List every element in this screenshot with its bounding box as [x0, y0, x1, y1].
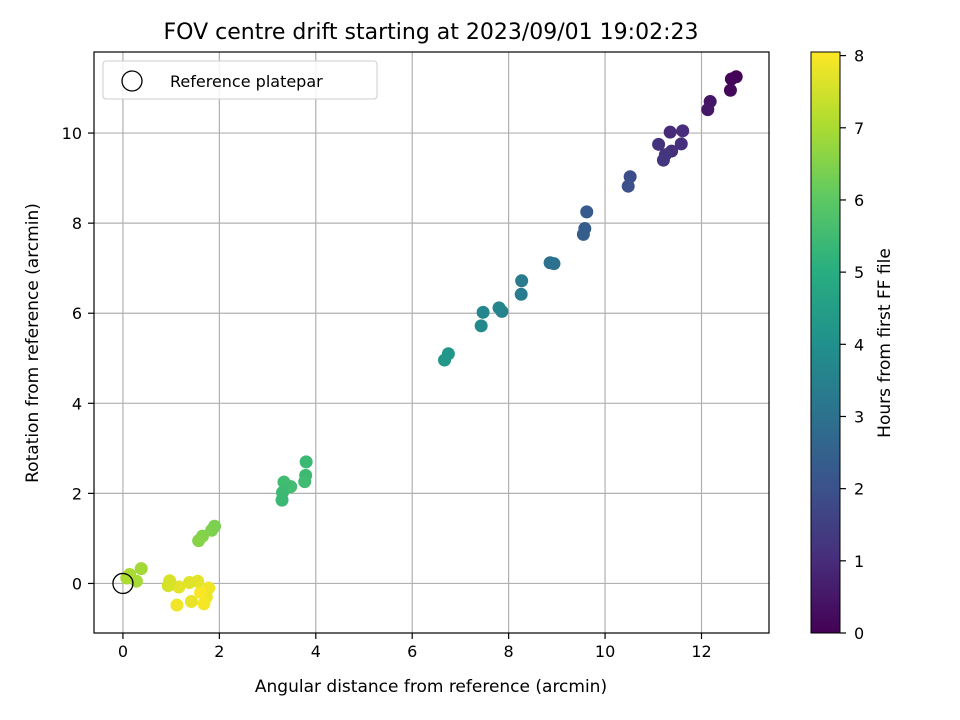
plot-frame	[93, 51, 770, 634]
x-axis-label: Angular distance from reference (arcmin)	[255, 677, 607, 697]
data-point	[182, 576, 196, 590]
y-axis-label: Rotation from reference (arcmin)	[23, 203, 43, 483]
colorbar-tick-label: 5	[854, 263, 864, 282]
data-point	[277, 475, 291, 489]
data-point	[543, 256, 557, 270]
data-point	[580, 205, 594, 219]
data-point	[492, 301, 506, 315]
y-tick-label: 10	[62, 124, 82, 143]
legend: Reference platepar	[102, 60, 378, 100]
data-point	[275, 493, 289, 507]
data-point	[663, 125, 677, 139]
colorbar-tick-label: 7	[854, 119, 864, 138]
colorbar-gradient	[810, 51, 841, 634]
legend-reference-marker-icon	[121, 70, 143, 92]
colorbar-ticks: 0 1 2 3 4 5 6 7 8	[840, 47, 864, 643]
data-points	[120, 70, 743, 612]
x-tick-label: 6	[407, 642, 417, 661]
data-point	[438, 353, 452, 367]
data-point	[652, 137, 666, 151]
legend-entry-reference: Reference platepar	[170, 72, 323, 91]
data-point	[161, 579, 175, 593]
data-point	[197, 597, 211, 611]
x-tick-label: 12	[691, 642, 711, 661]
data-point	[701, 103, 715, 117]
colorbar-tick-label: 3	[854, 407, 864, 426]
reference-marker-layer	[112, 572, 134, 595]
data-point	[184, 594, 198, 608]
data-point	[192, 534, 206, 548]
y-tick-label: 8	[72, 214, 82, 233]
data-point	[724, 72, 738, 86]
data-point	[298, 475, 312, 489]
x-tick-label: 8	[504, 642, 514, 661]
y-tick-label: 4	[72, 394, 82, 413]
data-point	[299, 455, 313, 469]
data-point	[474, 319, 488, 333]
x-tick-label: 0	[118, 642, 128, 661]
chart-title: FOV centre drift starting at 2023/09/01 …	[164, 20, 699, 45]
x-tick-label: 4	[311, 642, 321, 661]
x-tick-label: 10	[595, 642, 615, 661]
colorbar-tick-label: 4	[854, 335, 864, 354]
colorbar: 0 1 2 3 4 5 6 7 8 Hours from first FF file	[810, 47, 895, 643]
data-point	[656, 153, 670, 167]
data-point	[120, 571, 134, 585]
y-tick-label: 0	[72, 574, 82, 593]
data-point	[674, 137, 688, 151]
colorbar-tick-label: 6	[854, 191, 864, 210]
data-point	[576, 227, 590, 241]
data-point	[515, 274, 529, 288]
data-point	[172, 580, 186, 594]
colorbar-tick-label: 0	[854, 624, 864, 643]
colorbar-label: Hours from first FF file	[875, 248, 895, 438]
data-point	[621, 179, 635, 193]
data-point	[194, 585, 208, 599]
data-point	[723, 83, 737, 97]
x-axis-ticks: 0 2 4 6 8 10 12	[118, 633, 712, 661]
y-tick-label: 2	[72, 484, 82, 503]
colorbar-tick-label: 8	[854, 47, 864, 66]
x-tick-label: 2	[214, 642, 224, 661]
colorbar-tick-label: 2	[854, 480, 864, 499]
legend-box	[102, 60, 378, 100]
data-point	[134, 562, 148, 576]
reference-platepar-marker	[112, 572, 134, 595]
colorbar-tick-label: 1	[854, 552, 864, 571]
data-point	[170, 598, 184, 612]
data-point	[676, 124, 690, 138]
data-point	[514, 287, 528, 301]
y-axis-ticks: 0 2 4 6 8 10	[62, 124, 94, 593]
data-point	[476, 305, 490, 319]
y-tick-label: 6	[72, 304, 82, 323]
